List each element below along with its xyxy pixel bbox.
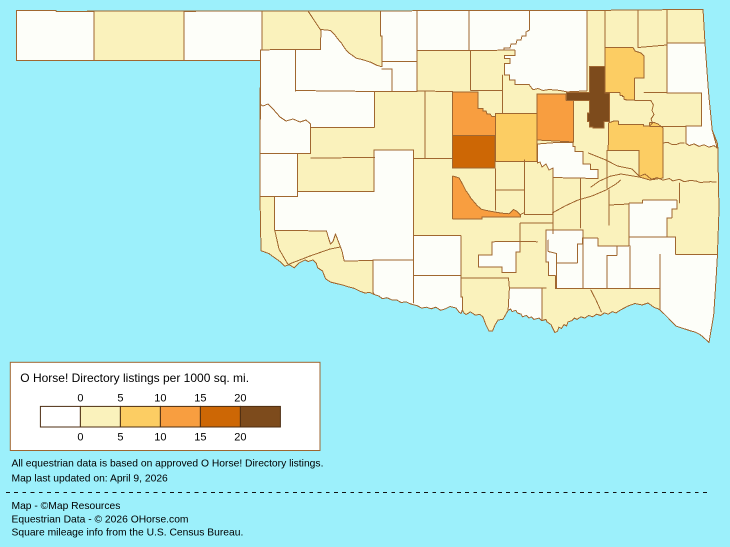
svg-text:Equestrian Data - © 2026 OHors: Equestrian Data - © 2026 OHorse.com [12, 514, 189, 525]
svg-text:0: 0 [77, 432, 83, 444]
svg-text:Square mileage info from the U: Square mileage info from the U.S. Census… [12, 527, 244, 538]
svg-text:0: 0 [77, 393, 83, 405]
svg-text:10: 10 [154, 393, 166, 405]
svg-text:20: 20 [234, 432, 246, 444]
svg-text:O Horse! Directory listings pe: O Horse! Directory listings per 1000 sq.… [20, 371, 249, 385]
svg-text:5: 5 [117, 393, 123, 405]
svg-text:All equestrian data is based o: All equestrian data is based on approved… [12, 459, 324, 470]
svg-text:20: 20 [234, 393, 246, 405]
svg-text:Map - ©Map Resources: Map - ©Map Resources [12, 501, 121, 512]
svg-text:10: 10 [154, 432, 166, 444]
svg-text:Map last updated on: April 9,: Map last updated on: April 9, 2026 [12, 474, 169, 485]
svg-text:15: 15 [194, 432, 206, 444]
svg-text:5: 5 [117, 432, 123, 444]
svg-text:15: 15 [194, 393, 206, 405]
